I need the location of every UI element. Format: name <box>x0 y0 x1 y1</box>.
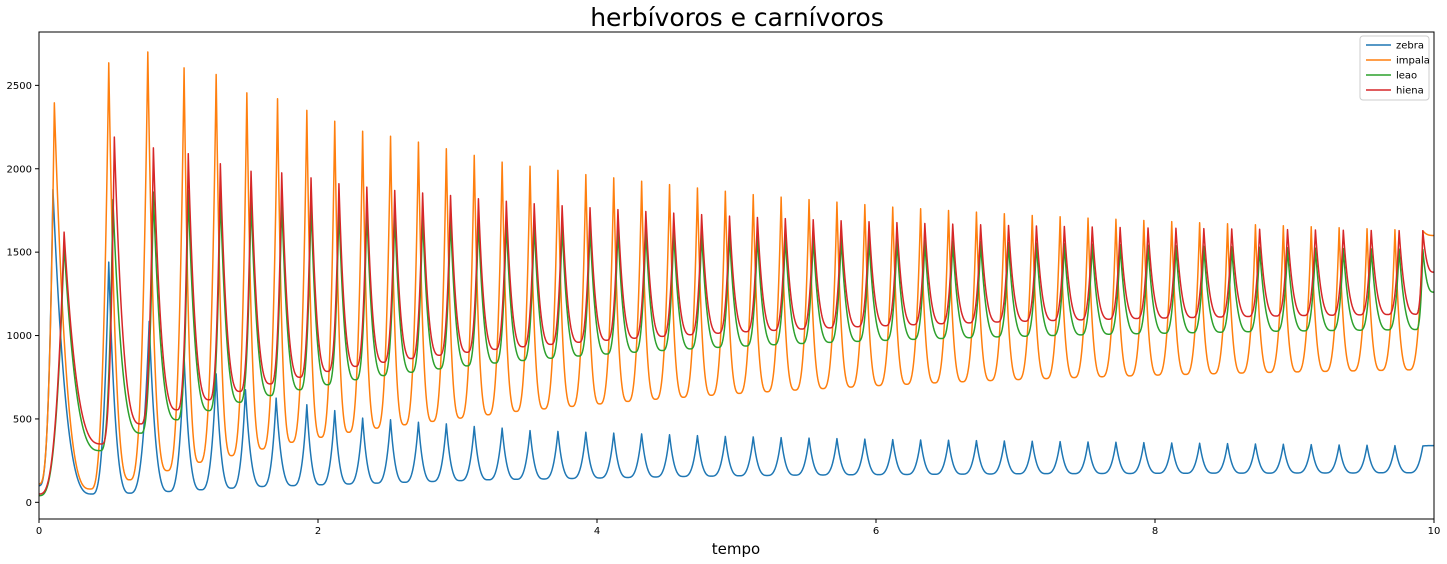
y-tick-label: 1000 <box>7 331 32 342</box>
y-tick-label: 500 <box>13 414 32 425</box>
y-tick-label: 1500 <box>7 248 32 259</box>
plot-frame <box>38 31 1435 520</box>
y-axis: 0 500 1000 1500 2000 2500 <box>7 81 39 509</box>
y-tick-label: 0 <box>26 498 32 509</box>
x-axis-label: tempo <box>712 540 760 558</box>
plot-area <box>38 31 1435 520</box>
y-tick-label: 2000 <box>7 164 32 175</box>
series-line-zebra <box>39 188 1434 495</box>
legend: zebra impala leao hiena <box>1359 35 1430 101</box>
series-line-leao <box>39 189 1434 497</box>
x-tick-label: 4 <box>594 526 600 537</box>
series-group <box>39 51 1434 497</box>
legend-label-impala: impala <box>1396 56 1430 67</box>
x-tick-label: 6 <box>873 526 879 537</box>
x-tick-label: 8 <box>1152 526 1158 537</box>
chart-title: herbívoros e carnívoros <box>590 3 884 32</box>
x-tick-label: 2 <box>315 526 321 537</box>
series-line-impala <box>39 51 1434 490</box>
y-tick-label: 2500 <box>7 81 32 92</box>
legend-label-hiena: hiena <box>1396 86 1424 97</box>
legend-label-leao: leao <box>1396 71 1417 82</box>
series-line-hiena <box>39 136 1434 495</box>
legend-label-zebra: zebra <box>1396 41 1424 52</box>
x-tick-label: 0 <box>36 526 42 537</box>
x-tick-label: 10 <box>1428 526 1441 537</box>
x-axis: 0 2 4 6 8 10 <box>36 519 1441 537</box>
legend-frame <box>1359 35 1430 101</box>
